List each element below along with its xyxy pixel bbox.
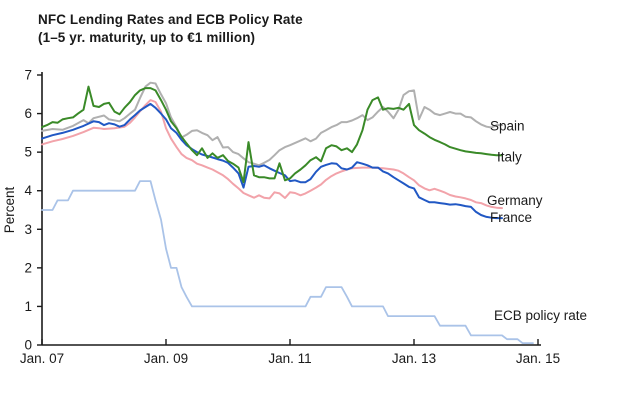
y-tick-label: 5 bbox=[24, 145, 32, 160]
series-label-germany: Germany bbox=[487, 193, 543, 208]
y-axis-title: Percent bbox=[2, 186, 17, 233]
series-label-ecb-policy-rate: ECB policy rate bbox=[494, 308, 587, 323]
x-tick-label: Jan. 15 bbox=[516, 351, 560, 366]
x-tick-label: Jan. 07 bbox=[20, 351, 64, 366]
y-tick-label: 2 bbox=[24, 260, 32, 275]
y-tick-label: 1 bbox=[24, 299, 32, 314]
x-tick-label: Jan. 09 bbox=[144, 351, 188, 366]
series-label-france: France bbox=[490, 210, 532, 225]
y-tick-label: 0 bbox=[24, 338, 32, 353]
series-label-italy: Italy bbox=[497, 149, 522, 164]
chart-subtitle: (1–5 yr. maturity, up to €1 million) bbox=[38, 30, 256, 45]
series-label-spain: Spain bbox=[490, 118, 525, 133]
series-line-spain bbox=[41, 81, 503, 167]
series-line-france bbox=[41, 102, 503, 220]
y-tick-label: 4 bbox=[24, 183, 32, 198]
y-tick-label: 6 bbox=[24, 106, 32, 121]
series-line-italy bbox=[41, 85, 503, 184]
x-tick-label: Jan. 11 bbox=[268, 351, 311, 366]
series-line-ecb-policy-rate bbox=[41, 180, 534, 344]
y-tick-label: 7 bbox=[24, 68, 32, 83]
x-tick-label: Jan. 13 bbox=[392, 351, 436, 366]
chart-title: NFC Lending Rates and ECB Policy Rate bbox=[38, 12, 303, 27]
series-line-germany bbox=[41, 99, 503, 210]
y-tick-label: 3 bbox=[24, 222, 32, 237]
